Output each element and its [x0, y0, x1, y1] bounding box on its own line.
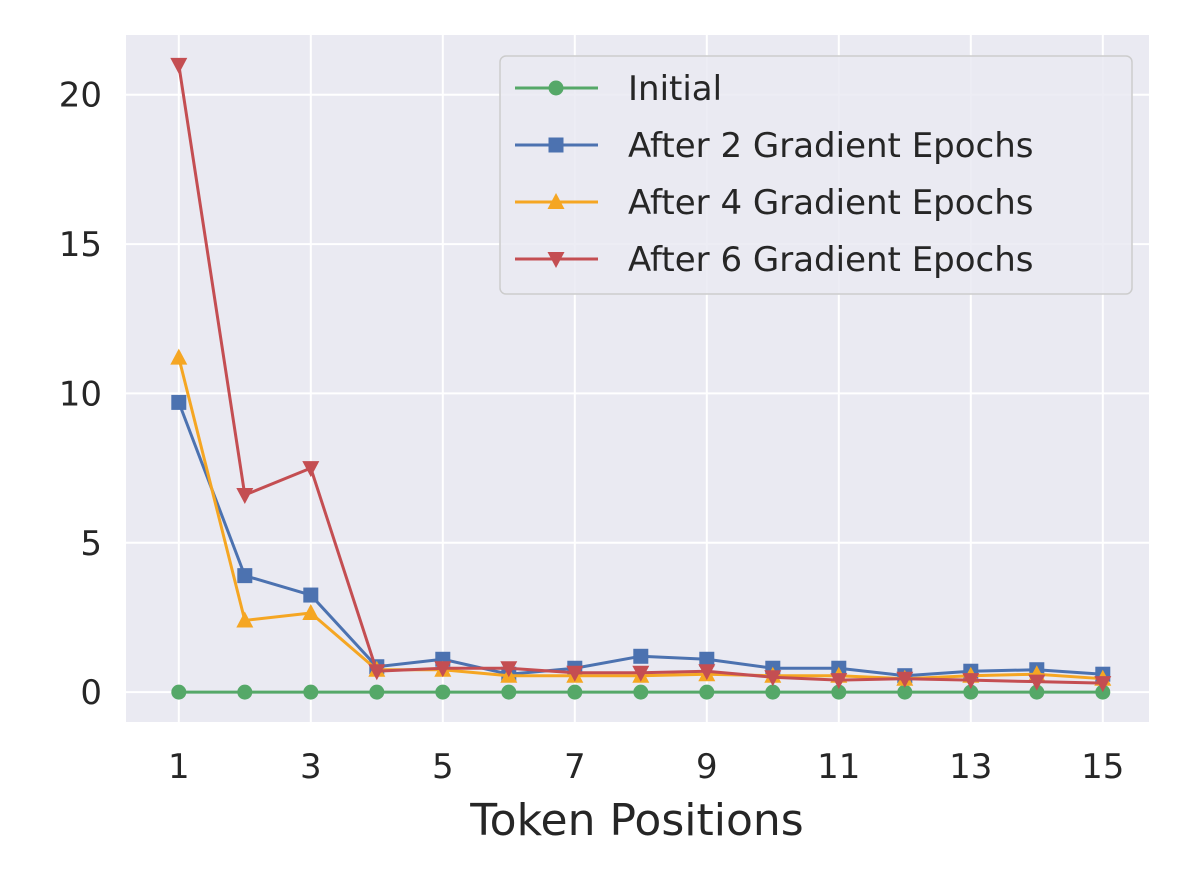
data-point: [830, 673, 848, 690]
x-tick-label: 7: [564, 747, 586, 787]
x-tick-label: 5: [432, 747, 454, 787]
data-point: [567, 684, 583, 700]
legend-marker: [548, 137, 564, 153]
data-point: [765, 684, 781, 700]
data-point: [368, 664, 386, 681]
data-point: [897, 684, 913, 700]
data-point: [633, 684, 649, 700]
x-tick-label: 9: [696, 747, 718, 787]
series-1: [171, 394, 1111, 684]
legend-item: Initial: [515, 69, 722, 109]
y-tick-label: 10: [59, 374, 102, 414]
data-point: [434, 661, 452, 678]
x-tick-label: 1: [168, 747, 190, 787]
series-0: [171, 684, 1111, 700]
data-point: [170, 57, 188, 74]
x-tick-label: 15: [1081, 747, 1124, 787]
y-tick-label: 5: [80, 524, 102, 564]
data-point: [236, 487, 254, 504]
series-layer: [170, 57, 1112, 700]
y-tick-label: 15: [59, 225, 102, 265]
legend-label: After 6 Gradient Epochs: [628, 240, 1034, 280]
data-point: [831, 684, 847, 700]
data-point: [171, 684, 187, 700]
data-point: [501, 684, 517, 700]
data-point: [566, 665, 584, 682]
x-tick-label: 13: [949, 747, 992, 787]
series-3: [170, 57, 1112, 693]
data-point: [896, 671, 914, 688]
legend-item: After 4 Gradient Epochs: [515, 183, 1034, 223]
data-point: [237, 684, 253, 700]
data-point: [302, 461, 320, 478]
data-point: [302, 603, 320, 620]
data-point: [435, 684, 451, 700]
legend-marker: [548, 80, 564, 96]
data-point: [237, 568, 253, 584]
legend-label: After 4 Gradient Epochs: [628, 183, 1034, 223]
data-point: [633, 648, 649, 664]
data-point: [500, 661, 518, 678]
data-point: [698, 664, 716, 681]
data-point: [171, 394, 187, 410]
y-tick-label: 0: [80, 673, 102, 713]
legend-marker: [547, 193, 565, 209]
data-point: [303, 587, 319, 603]
data-point: [699, 684, 715, 700]
data-point: [764, 670, 782, 687]
legend: Initial After 2 Gradient Epochs After 4 Gr…: [499, 55, 1133, 295]
data-point: [236, 611, 254, 628]
data-point: [170, 348, 188, 365]
legend-box: [499, 55, 1133, 295]
legend-item: After 2 Gradient Epochs: [515, 126, 1034, 166]
data-point: [962, 673, 980, 690]
data-point: [1094, 676, 1112, 693]
x-tick-label: 11: [817, 747, 860, 787]
data-point: [369, 684, 385, 700]
data-point: [963, 684, 979, 700]
legend-label: Initial: [628, 69, 722, 109]
data-point: [303, 684, 319, 700]
x-axis-title: Token Positions: [469, 795, 803, 846]
x-tick-label: 3: [300, 747, 322, 787]
legend-item: After 6 Gradient Epochs: [515, 240, 1034, 280]
legend-marker: [547, 252, 565, 268]
data-point: [1029, 684, 1045, 700]
y-tick-label: 20: [59, 76, 102, 116]
legend-label: After 2 Gradient Epochs: [628, 126, 1034, 166]
data-point: [1028, 674, 1046, 691]
data-point: [632, 665, 650, 682]
data-point: [699, 651, 715, 667]
